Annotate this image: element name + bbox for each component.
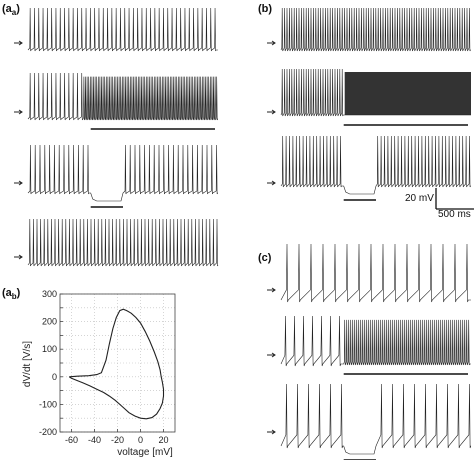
phase-plot-ylabel: dV/dt [V/s] [22, 341, 33, 387]
trace-arrow-icon [267, 429, 276, 435]
voltage-trace [27, 72, 218, 121]
x-tick-label: -60 [65, 435, 78, 445]
voltage-trace [27, 144, 218, 202]
y-tick-label: -200 [39, 427, 57, 437]
phase-loop-line [68, 308, 165, 420]
voltage-trace [280, 315, 471, 367]
trace-arrow-icon [267, 180, 276, 186]
x-tick-label: -40 [88, 435, 101, 445]
panel-label-ab: (ab) [2, 287, 21, 302]
trace-arrow-icon [267, 40, 276, 46]
y-tick-label: 0 [52, 372, 57, 382]
voltage-trace [280, 135, 471, 195]
voltage-trace [280, 243, 471, 303]
y-tick-label: -100 [39, 399, 57, 409]
voltage-trace [280, 7, 471, 52]
panel-label-b: (b) [258, 3, 273, 15]
trace-arrow-icon [14, 109, 23, 115]
trace-arrow-icon [14, 180, 23, 186]
y-tick-label: 300 [42, 289, 57, 299]
y-tick-label: 100 [42, 344, 57, 354]
voltage-trace [27, 218, 219, 267]
voltage-trace [280, 383, 471, 455]
phase-plot-xlabel: voltage [mV] [117, 447, 173, 458]
x-tick-label: -20 [111, 435, 124, 445]
y-tick-label: 200 [42, 317, 57, 327]
panel-label-c: (c) [258, 252, 272, 264]
scalebar-voltage-label: 20 mV [405, 193, 434, 204]
scalebar-time-label: 500 ms [438, 209, 471, 220]
trace-arrow-icon [267, 287, 276, 293]
voltage-trace [280, 68, 471, 117]
trace-arrow-icon [14, 254, 23, 260]
x-tick-label: 0 [138, 435, 143, 445]
trace-arrow-icon [267, 109, 276, 115]
trace-arrow-icon [14, 40, 23, 46]
voltage-trace [27, 7, 218, 52]
panel-label-aa: (aa) [2, 3, 20, 18]
dense-burst-block [344, 72, 471, 115]
trace-arrow-icon [267, 352, 276, 358]
x-tick-label: 20 [158, 435, 168, 445]
